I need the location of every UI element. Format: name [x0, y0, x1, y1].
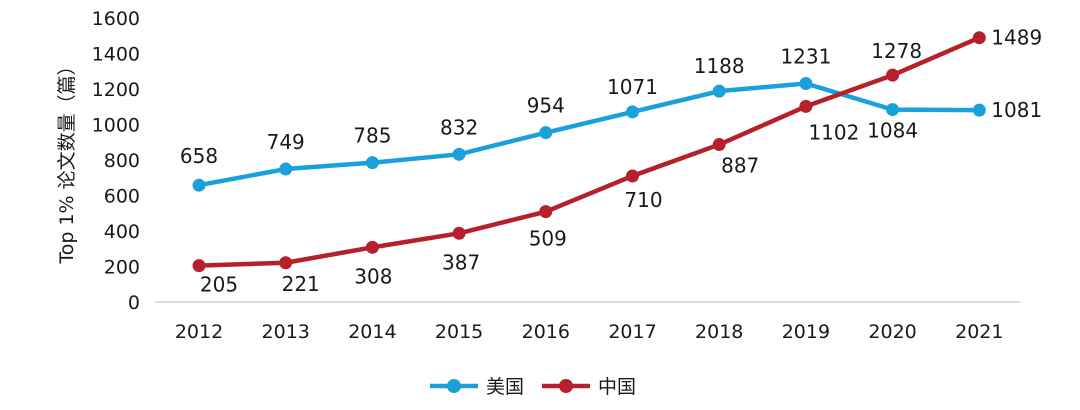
series-line-0 [196, 81, 982, 188]
series-point-1 [799, 99, 813, 113]
legend-label: 中国 [598, 376, 636, 398]
data-label: 1102 [808, 120, 859, 144]
series-point-0 [712, 84, 726, 98]
series-line-1 [196, 35, 982, 268]
data-label: 887 [721, 154, 759, 178]
legend-marker-1 [559, 379, 573, 393]
data-labels: 658 749 785 832 954 1071 1188 1231 1084 1081 205 22… [180, 26, 1042, 297]
data-label: 749 [267, 130, 305, 154]
y-axis-tick-labels: 0 200 400 600 800 1000 1200 1400 1600 [92, 8, 140, 314]
legend: 美国 中国 [430, 376, 636, 398]
series-point-1 [712, 138, 726, 152]
data-label: 509 [529, 227, 567, 251]
x-tick-label: 2015 [435, 321, 483, 343]
y-tick-label: 200 [104, 257, 140, 279]
y-tick-label: 1000 [92, 115, 140, 137]
series-layer [192, 31, 986, 273]
data-label: 710 [624, 188, 662, 212]
data-label: 658 [180, 144, 218, 168]
legend-label: 美国 [486, 376, 524, 398]
y-tick-label: 800 [104, 150, 140, 172]
data-label: 1084 [867, 119, 918, 143]
series-point-1 [192, 259, 206, 273]
x-tick-label: 2021 [955, 321, 1003, 343]
x-tick-label: 2013 [262, 321, 310, 343]
legend-marker-0 [447, 379, 461, 393]
data-label: 221 [282, 272, 320, 296]
series-point-0 [626, 105, 639, 119]
y-tick-label: 1400 [92, 44, 140, 66]
y-tick-label: 0 [128, 292, 140, 314]
series-point-0 [452, 147, 466, 161]
series-point-1 [279, 256, 293, 270]
data-label: 1231 [780, 44, 831, 68]
data-label: 1188 [694, 54, 745, 78]
series-point-0 [972, 103, 986, 117]
x-axis-tick-labels: 2012 2013 2014 2015 2016 2017 2018 2019 2020 2021 [175, 321, 1004, 343]
y-tick-label: 600 [104, 186, 140, 208]
y-tick-label: 1600 [92, 8, 140, 30]
data-label: 308 [354, 264, 392, 288]
series-point-0 [279, 162, 293, 176]
x-tick-label: 2014 [348, 321, 396, 343]
x-tick-label: 2012 [175, 321, 223, 343]
series-point-0 [539, 126, 553, 140]
data-label: 387 [442, 250, 480, 274]
series-point-0 [799, 76, 813, 90]
data-label: 785 [353, 124, 391, 148]
y-axis-title: Top 1% 论文数量（篇） [56, 56, 78, 264]
series-point-1 [365, 240, 379, 254]
data-label: 1489 [991, 26, 1042, 50]
data-label: 954 [527, 94, 565, 118]
y-tick-label: 400 [104, 221, 140, 243]
series-point-1 [539, 205, 553, 219]
series-point-0 [365, 156, 379, 170]
series-point-0 [886, 103, 900, 117]
data-label: 1278 [871, 39, 922, 63]
data-label: 205 [200, 273, 238, 297]
series-point-0 [192, 178, 206, 192]
data-label: 1081 [991, 98, 1042, 122]
data-label: 1071 [607, 75, 658, 99]
series-point-1 [886, 68, 900, 82]
x-tick-label: 2017 [608, 321, 656, 343]
x-tick-label: 2019 [782, 321, 830, 343]
x-tick-label: 2020 [868, 321, 916, 343]
y-tick-label: 1200 [92, 79, 140, 101]
x-tick-label: 2018 [695, 321, 743, 343]
data-label: 832 [440, 115, 478, 139]
x-tick-label: 2016 [522, 321, 570, 343]
series-point-1 [626, 169, 639, 183]
series-point-1 [972, 31, 986, 45]
series-point-1 [452, 226, 466, 240]
